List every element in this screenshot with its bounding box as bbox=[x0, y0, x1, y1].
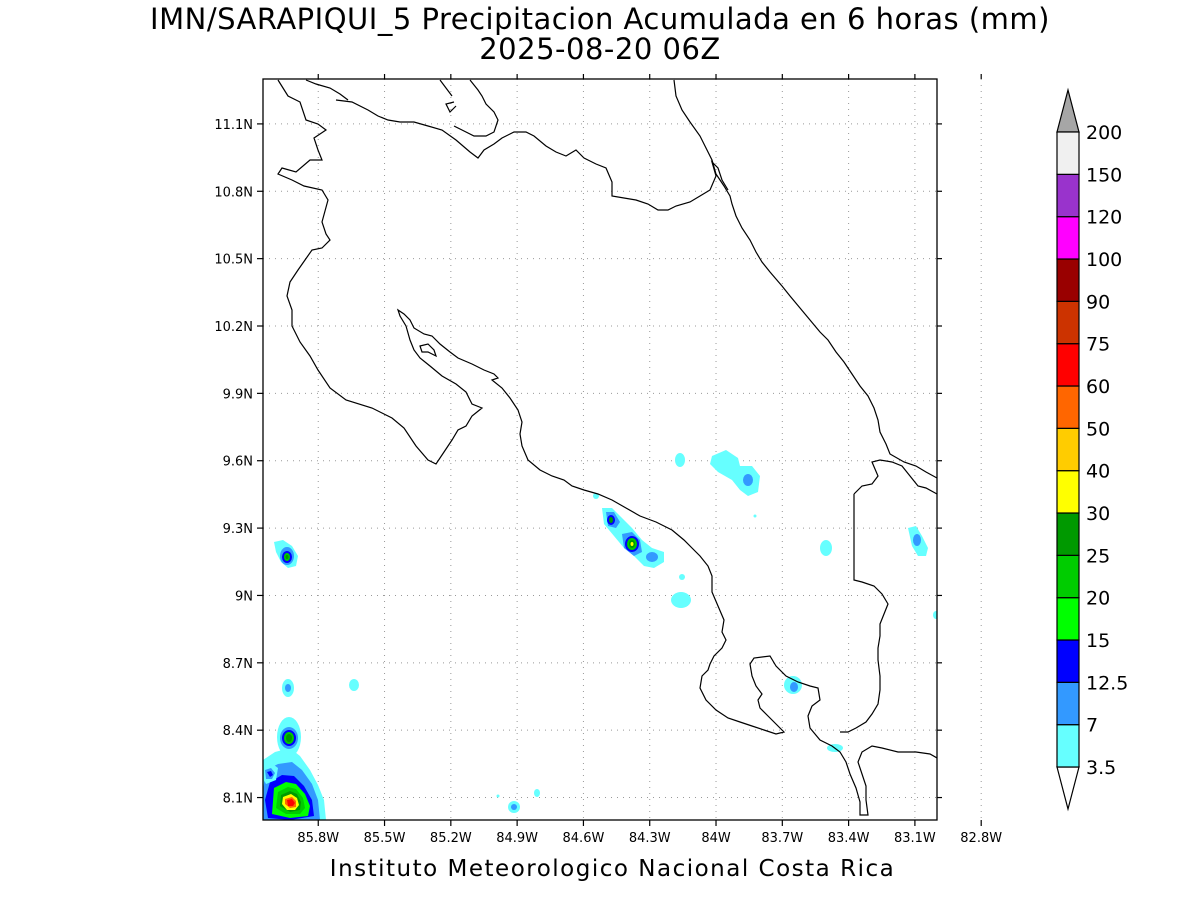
precip-cell-84.1w-9.25n bbox=[593, 493, 664, 568]
lon-tick-label: 85.2W bbox=[430, 831, 472, 846]
precip-cell-small bbox=[753, 514, 757, 518]
precipitation-field bbox=[263, 450, 937, 820]
colorbar-swatch bbox=[1056, 554, 1080, 599]
colorbar-swatch bbox=[1056, 216, 1080, 260]
lon-tick-label: 84.9W bbox=[496, 831, 538, 846]
precip-cell-small bbox=[496, 794, 500, 798]
colorbar-swatch bbox=[1056, 173, 1080, 218]
precip-cell-small bbox=[933, 611, 937, 619]
colorbar-swatch bbox=[1056, 343, 1080, 387]
precip-cell-85.8w-8.4n bbox=[277, 679, 301, 757]
precip-cell-small bbox=[349, 679, 359, 691]
colorbar: 3.5 7 12.5 15 20 25 30 40 50 60 75 90 100 120 150 200 bbox=[1056, 87, 1128, 812]
nicaragua-border bbox=[335, 99, 729, 211]
colorbar-label: 15 bbox=[1086, 630, 1110, 652]
colorbar-swatch bbox=[1056, 258, 1080, 302]
precip-cell-small bbox=[534, 789, 540, 797]
colorbar-swatch bbox=[1056, 470, 1080, 514]
lon-tick-label: 85.8W bbox=[297, 831, 339, 846]
lat-tick-label: 10.2N bbox=[214, 320, 253, 335]
precip-cell-southwest bbox=[263, 748, 326, 820]
precip-cell-82.9w-9.25n bbox=[908, 526, 928, 556]
colorbar-swatch bbox=[1056, 597, 1080, 641]
caribbean-coastline bbox=[673, 79, 937, 479]
lat-tick-label: 8.7N bbox=[223, 657, 253, 672]
precip-cell-small bbox=[675, 453, 685, 467]
colorbar-label: 40 bbox=[1086, 461, 1110, 483]
lat-tick-label: 8.4N bbox=[223, 724, 253, 739]
lat-tick-label: 10.8N bbox=[214, 185, 253, 200]
lat-tick-label: 10.5N bbox=[214, 253, 253, 268]
lon-tick-label: 84.6W bbox=[563, 831, 605, 846]
colorbar-label: 75 bbox=[1086, 334, 1110, 356]
colorbar-label: 100 bbox=[1086, 249, 1122, 271]
lat-lon-grid bbox=[263, 79, 982, 820]
map-frame bbox=[262, 78, 938, 821]
lat-tick-label: 9.6N bbox=[223, 455, 253, 470]
lon-tick-label: 84W bbox=[701, 831, 731, 846]
precip-cell-small bbox=[671, 592, 691, 608]
panama-border bbox=[840, 459, 937, 733]
lat-tick-label: 11.1N bbox=[214, 118, 253, 133]
colorbar-label: 60 bbox=[1086, 376, 1110, 398]
colorbar-label: 25 bbox=[1086, 545, 1110, 567]
precip-cell-83.2w-8.6n bbox=[784, 676, 802, 694]
lon-tick-label: 84.3W bbox=[629, 831, 671, 846]
colorbar-swatch bbox=[1056, 512, 1080, 556]
colorbar-label: 20 bbox=[1086, 588, 1110, 610]
map-datetime: 2025-08-20 06Z bbox=[479, 32, 721, 66]
lat-tick-label: 9.9N bbox=[223, 387, 253, 402]
colorbar-swatch bbox=[1056, 427, 1080, 472]
colorbar-swatch bbox=[1056, 724, 1080, 768]
colorbar-label: 50 bbox=[1086, 418, 1110, 440]
lon-tick-label: 85.5W bbox=[364, 831, 406, 846]
colorbar-swatch bbox=[1056, 385, 1080, 429]
colorbar-label: 3.5 bbox=[1086, 757, 1116, 779]
precip-cell-small bbox=[820, 540, 832, 556]
lat-tick-label: 8.1N bbox=[223, 792, 253, 807]
lon-tick-label: 82.8W bbox=[960, 831, 1002, 846]
lat-tick-label: 9N bbox=[235, 589, 253, 604]
colorbar-label: 90 bbox=[1086, 291, 1110, 313]
colorbar-label: 200 bbox=[1086, 122, 1122, 144]
colorbar-swatch bbox=[1056, 681, 1080, 726]
colorbar-label: 120 bbox=[1086, 207, 1122, 229]
lon-tick-label: 83.1W bbox=[894, 831, 936, 846]
map-axes: 85.8W 85.5W 85.2W 84.9W 84.6W 84.3W 84W 83.7W 83… bbox=[214, 74, 1002, 846]
pacific-coastline bbox=[277, 79, 937, 816]
colorbar-swatch bbox=[1056, 131, 1080, 175]
colorbar-label: 30 bbox=[1086, 503, 1110, 525]
colorbar-lower-extension bbox=[1056, 766, 1080, 812]
colorbar-swatch bbox=[1056, 639, 1080, 683]
lon-tick-label: 83.7W bbox=[761, 831, 803, 846]
precip-cell-83.5w-9.55n bbox=[710, 450, 760, 496]
nicaragua-lake-shore bbox=[305, 79, 499, 137]
island-outline bbox=[419, 343, 438, 358]
lat-tick-label: 9.3N bbox=[223, 522, 253, 537]
lon-tick-label: 83.4W bbox=[828, 831, 870, 846]
colorbar-upper-extension bbox=[1056, 87, 1080, 133]
coastlines-borders bbox=[277, 79, 937, 816]
credit-text: Instituto Meteorologico Nacional Costa R… bbox=[329, 856, 896, 882]
colorbar-label: 7 bbox=[1086, 715, 1098, 737]
colorbar-label: 150 bbox=[1086, 164, 1122, 186]
colorbar-swatch bbox=[1056, 300, 1080, 345]
precip-cell-small bbox=[679, 574, 685, 580]
precip-cell-small bbox=[511, 804, 517, 810]
map-title: IMN/SARAPIQUI_5 Precipitacion Acumulada … bbox=[150, 2, 1050, 36]
precip-cell-85.8w-9.2n bbox=[274, 540, 298, 568]
colorbar-label: 12.5 bbox=[1086, 672, 1128, 694]
